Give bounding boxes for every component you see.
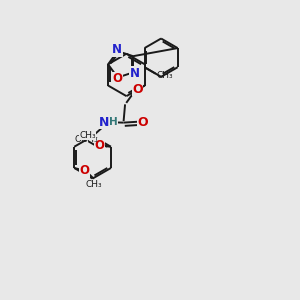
Text: N: N [130,67,140,80]
Text: CH₃: CH₃ [157,71,173,80]
Text: OCH₃: OCH₃ [75,135,99,144]
Text: H: H [110,117,118,127]
Text: N: N [112,43,122,56]
Text: O: O [137,116,148,129]
Text: O: O [112,73,122,85]
Text: O: O [80,164,89,177]
Text: N: N [99,116,109,128]
Text: O: O [132,82,143,95]
Text: O: O [95,139,105,152]
Text: CH₃: CH₃ [86,180,103,189]
Text: CH₃: CH₃ [79,131,96,140]
